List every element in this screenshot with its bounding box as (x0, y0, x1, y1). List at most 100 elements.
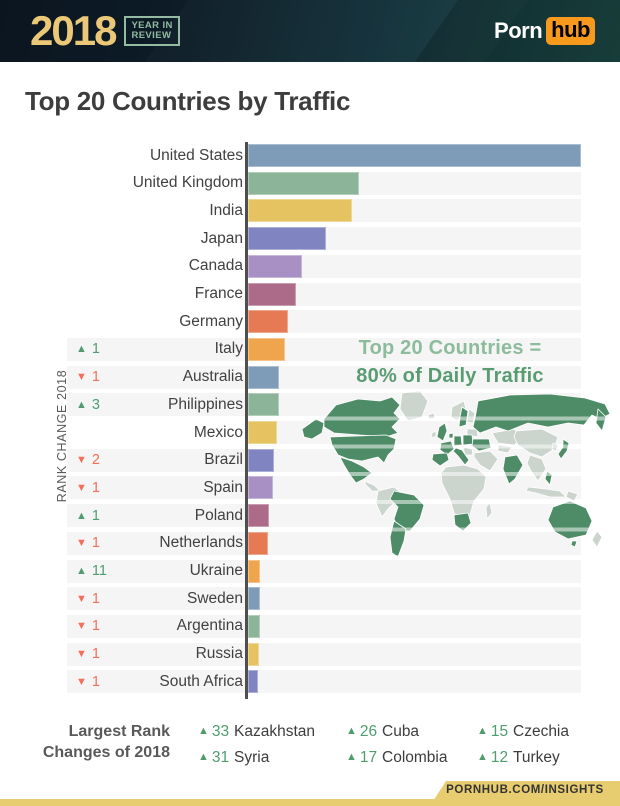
rank-change-indicator: ▼ 1 (76, 587, 100, 610)
largest-changes-col3: ▲ 15 Czechia ▲ 12 Turkey (477, 721, 569, 768)
largest-change-entry: ▲ 15 Czechia (477, 721, 569, 742)
chart-row: Germany (0, 308, 620, 336)
rank-down-icon: ▼ (76, 648, 87, 661)
country-label: Sweden (186, 589, 243, 607)
map-madagascar (485, 502, 493, 520)
rank-change-axis-label: RANK CHANGE 2018 (55, 369, 69, 503)
change-country: Syria (234, 749, 270, 766)
country-label: United States (149, 146, 243, 164)
country-label: Italy (214, 340, 243, 358)
country-label: South Africa (159, 672, 243, 690)
rank-down-icon: ▼ (76, 675, 87, 688)
traffic-bar (248, 282, 296, 306)
country-label: United Kingdom (132, 174, 243, 192)
chart-row: ▼ 1 Argentina (0, 613, 620, 641)
rank-change-indicator: ▼ 1 (76, 366, 100, 389)
traffic-bar (248, 476, 273, 500)
rank-change-value: 1 (91, 590, 100, 607)
rank-up-icon: ▲ (346, 725, 357, 737)
map-china (513, 428, 559, 458)
year-in-review-line2: REVIEW (131, 30, 172, 41)
row-track (67, 365, 581, 389)
rank-change-indicator: ▼ 1 (76, 476, 100, 499)
year-in-review-badge: YEAR IN REVIEW (124, 15, 180, 47)
year-in-review-line1: YEAR IN (131, 19, 173, 31)
logo-porn-text: Porn (494, 18, 543, 43)
map-canada (323, 396, 401, 438)
world-map (300, 389, 615, 561)
rank-change-value: 1 (91, 646, 100, 663)
rank-down-icon: ▼ (76, 371, 87, 384)
chart-row: France (0, 281, 620, 309)
traffic-bar (248, 448, 274, 472)
traffic-bar (248, 559, 260, 583)
largest-change-entry: ▲ 12 Turkey (477, 747, 569, 768)
map-australia (547, 500, 593, 540)
map-ireland (430, 430, 437, 438)
country-label: Argentina (176, 617, 243, 635)
change-country: Kazakhstan (234, 723, 315, 740)
country-label: France (194, 285, 243, 302)
largest-changes-col1: ▲ 33 Kazakhstan ▲ 31 Syria (198, 721, 346, 768)
rank-change-value: 1 (91, 535, 100, 552)
map-uk (436, 422, 448, 442)
map-greenland (399, 390, 429, 422)
largest-rank-changes-section: Largest Rank Changes of 2018 ▲ 33 Kazakhst… (0, 721, 620, 768)
header-banner: 2018 YEAR IN REVIEW Porn hub (0, 0, 620, 62)
chart-row: ▼ 1 Sweden (0, 585, 620, 613)
map-germany (453, 435, 463, 447)
rank-change-indicator: ▲ 11 (76, 560, 107, 583)
change-number: 26 (359, 723, 378, 740)
traffic-bar (248, 670, 258, 694)
country-label: Spain (203, 478, 243, 496)
rank-down-icon: ▼ (76, 454, 87, 467)
largest-change-entry: ▲ 17 Colombia (346, 747, 477, 768)
map-netherlands (448, 432, 454, 439)
chart-row: ▼ 1 Australia (0, 364, 620, 392)
country-label: Australia (182, 368, 243, 386)
rank-change-indicator: ▼ 2 (76, 449, 100, 472)
traffic-bar (248, 504, 269, 528)
change-amount: ▲ 26 (346, 721, 382, 742)
change-number: 15 (490, 723, 509, 740)
rank-up-icon: ▲ (346, 751, 357, 763)
country-label: Canada (188, 257, 243, 275)
rank-change-value: 1 (91, 369, 100, 386)
traffic-bar (248, 531, 268, 555)
map-middle-east (473, 450, 499, 472)
logo-hub-badge: hub (546, 17, 595, 45)
map-indonesia (525, 486, 567, 498)
rank-up-icon: ▲ (76, 343, 87, 356)
traffic-bar (248, 227, 326, 251)
rank-change-indicator: ▲ 3 (76, 393, 100, 416)
traffic-bar-chart: RANK CHANGE 2018 United States United Kin… (0, 142, 620, 699)
row-track (247, 282, 581, 306)
change-amount: ▲ 17 (346, 747, 382, 768)
world-map-svg (301, 390, 611, 558)
map-philippines (544, 470, 553, 486)
rank-up-icon: ▲ (477, 751, 488, 763)
map-poland (462, 434, 474, 446)
row-track (67, 337, 581, 361)
footer-ribbon: PORNHUB.COM/INSIGHTS (430, 781, 620, 806)
traffic-bar (248, 587, 260, 611)
largest-rank-changes-caption: Largest Rank Changes of 2018 (0, 721, 170, 768)
change-amount: ▲ 12 (477, 747, 513, 768)
map-central-asia (497, 444, 513, 454)
rank-up-icon: ▲ (76, 565, 87, 577)
chart-row: Canada (0, 253, 620, 281)
title-block: Top 20 Countries by Traffic (0, 62, 620, 142)
rank-up-icon: ▲ (477, 725, 488, 737)
rank-up-icon: ▲ (76, 509, 87, 522)
map-mexico (339, 456, 373, 484)
change-number: 12 (490, 749, 509, 766)
country-label: Germany (179, 312, 243, 330)
map-usa (329, 434, 397, 464)
rank-change-value: 1 (91, 507, 100, 524)
row-track (67, 670, 581, 694)
chart-row: ▲ 1 Italy (0, 336, 620, 364)
rank-up-icon: ▲ (198, 751, 209, 763)
rank-up-icon: ▲ (76, 398, 87, 411)
annotation-line1: Top 20 Countries = (358, 337, 542, 359)
change-amount: ▲ 31 (198, 747, 234, 768)
